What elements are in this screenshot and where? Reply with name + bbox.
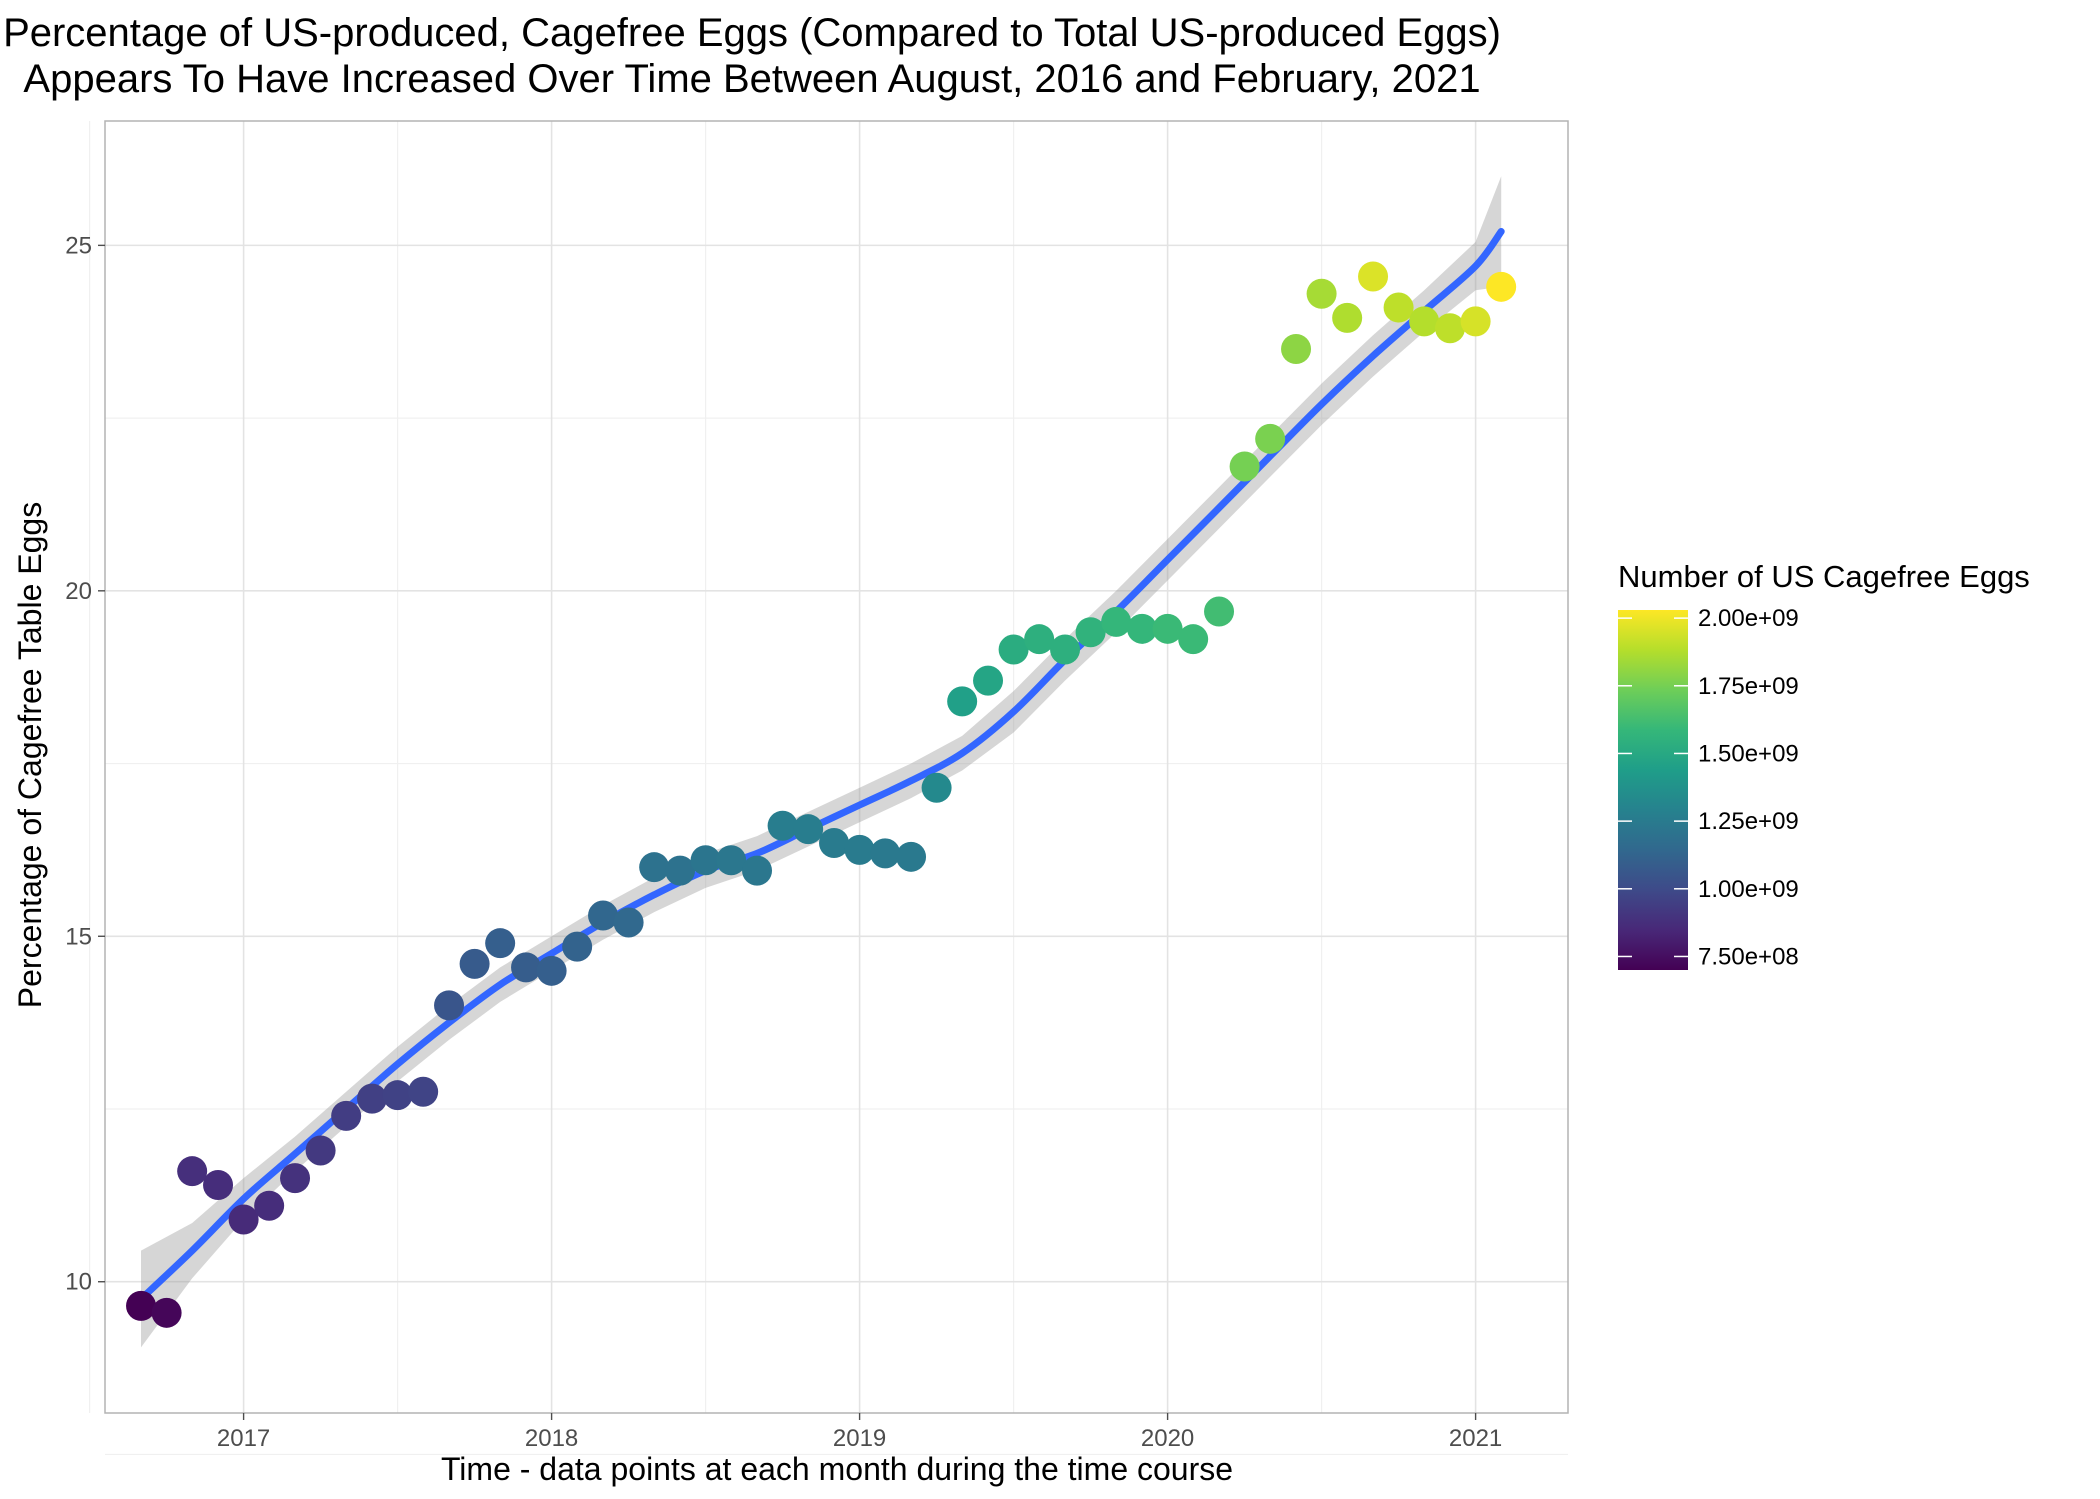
y-tick-label: 20 — [65, 578, 92, 605]
data-point — [1204, 596, 1235, 627]
x-tick-label: 2019 — [833, 1425, 886, 1452]
data-point — [1127, 613, 1158, 644]
data-point — [1409, 306, 1440, 337]
major-gridlines — [105, 121, 1568, 1413]
y-axis: 10 15 20 25 — [65, 232, 105, 1296]
data-point — [177, 1156, 208, 1187]
color-legend: Number of US Cagefree Eggs 7.50e+08 1.00e… — [1618, 559, 2030, 970]
legend-break-label: 1.00e+09 — [1698, 876, 1799, 903]
data-point — [1229, 451, 1260, 482]
data-point — [639, 852, 670, 883]
x-tick-label: 2017 — [217, 1425, 270, 1452]
x-axis: 2017 2018 2019 2020 2021 — [217, 1413, 1502, 1452]
data-points — [126, 261, 1517, 1328]
data-point — [921, 772, 952, 803]
legend-ticks: 7.50e+08 1.00e+09 1.25e+09 1.50e+09 1.75e+09… — [1618, 605, 1799, 970]
y-axis-title: Percentage of Cagefree Table Eggs — [12, 502, 48, 1008]
y-tick-label: 25 — [65, 232, 92, 259]
data-point — [613, 907, 644, 938]
data-point — [305, 1135, 336, 1166]
legend-colorbar — [1618, 610, 1688, 970]
legend-break-label: 1.25e+09 — [1698, 808, 1799, 835]
data-point — [742, 855, 773, 886]
chart-title-line-1: Percentage of US-produced, Cagefree Eggs… — [3, 11, 1501, 55]
legend-break-label: 1.75e+09 — [1698, 673, 1799, 700]
data-point — [357, 1083, 388, 1114]
legend-title: Number of US Cagefree Eggs — [1618, 559, 2030, 594]
x-tick-label: 2018 — [525, 1425, 578, 1452]
data-point — [665, 855, 696, 886]
data-point — [844, 834, 875, 865]
legend-break-label: 7.50e+08 — [1698, 943, 1799, 970]
minor-gridlines — [88, 121, 1568, 1456]
data-point — [280, 1163, 311, 1194]
data-point — [151, 1297, 182, 1328]
data-point — [1024, 624, 1055, 655]
data-point — [203, 1170, 234, 1200]
data-point — [1358, 261, 1389, 292]
data-point — [1383, 292, 1414, 323]
data-point — [228, 1204, 259, 1235]
data-point — [1101, 606, 1132, 637]
x-tick-label: 2021 — [1449, 1425, 1502, 1452]
data-point — [1255, 423, 1286, 454]
data-point — [1306, 278, 1337, 309]
data-point — [973, 665, 1004, 696]
data-point — [126, 1290, 157, 1321]
chart-title-line-2: Appears To Have Increased Over Time Betw… — [23, 57, 1480, 101]
data-point — [1178, 624, 1209, 655]
data-point — [331, 1100, 362, 1131]
data-point — [1281, 334, 1312, 364]
data-point — [1075, 617, 1106, 648]
x-tick-label: 2020 — [1141, 1425, 1194, 1452]
plot-area — [88, 120, 1569, 1456]
data-point — [562, 931, 593, 962]
y-tick-label: 10 — [65, 1269, 92, 1296]
data-point — [1460, 306, 1491, 337]
legend-break-label: 2.00e+09 — [1698, 605, 1799, 632]
data-point — [459, 948, 490, 979]
data-point — [947, 686, 978, 717]
data-point — [1152, 613, 1183, 644]
legend-break-label: 1.50e+09 — [1698, 740, 1799, 767]
data-point — [485, 928, 516, 959]
data-point — [1050, 634, 1081, 665]
data-point — [998, 634, 1029, 665]
data-point — [408, 1076, 439, 1107]
data-point — [382, 1080, 413, 1111]
data-point — [536, 955, 567, 986]
data-point — [793, 814, 824, 845]
data-point — [870, 838, 901, 869]
data-point — [716, 845, 747, 876]
data-point — [1486, 271, 1517, 302]
data-point — [1332, 302, 1363, 333]
data-point — [690, 845, 721, 876]
data-point — [896, 841, 927, 872]
plot-border — [104, 120, 1569, 1414]
y-tick-label: 15 — [65, 923, 92, 950]
data-point — [588, 900, 619, 931]
data-point — [767, 810, 798, 841]
x-axis-title: Time - data points at each month during … — [441, 1451, 1233, 1487]
data-point — [1435, 313, 1466, 344]
data-point — [511, 952, 542, 983]
data-point — [254, 1190, 285, 1221]
data-point — [434, 990, 465, 1021]
data-point — [819, 828, 850, 858]
plot-panel — [105, 121, 1568, 1413]
